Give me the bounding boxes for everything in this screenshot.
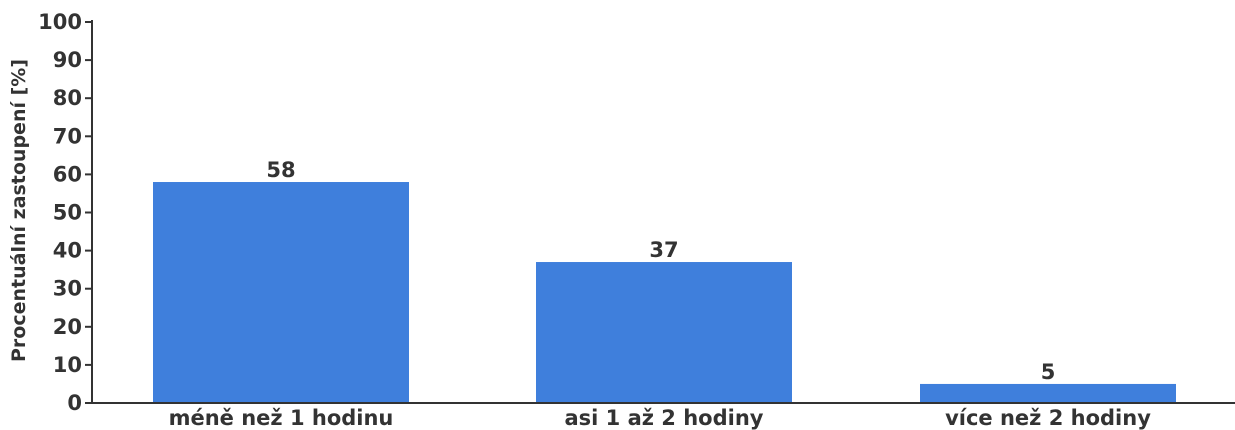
bar <box>536 262 792 403</box>
y-tick-label: 30 <box>53 277 82 301</box>
x-category-label: více než 2 hodiny <box>945 406 1151 430</box>
bar-value-label: 58 <box>266 158 295 182</box>
y-tick-label: 100 <box>38 10 82 34</box>
y-tick-label: 10 <box>53 353 82 377</box>
bar-value-label: 37 <box>649 238 678 262</box>
y-tick-label: 70 <box>53 124 82 148</box>
bars-group <box>153 182 1176 403</box>
y-tick-label: 80 <box>53 86 82 110</box>
y-tick-label: 90 <box>53 48 82 72</box>
bar <box>153 182 409 403</box>
y-axis-title: Procentuální zastoupení [%] <box>8 59 30 362</box>
y-tick-label: 0 <box>67 391 82 415</box>
category-labels-group: méně než 1 hodinu asi 1 až 2 hodiny více n… <box>169 406 1152 430</box>
value-labels-group: 58 37 5 <box>266 158 1055 384</box>
bar <box>920 383 1176 403</box>
y-tick-label: 20 <box>53 315 82 339</box>
y-axis-ticks: 0 10 20 30 40 50 60 70 80 90 100 <box>38 10 92 415</box>
x-category-label: asi 1 až 2 hodiny <box>565 406 764 430</box>
y-tick-label: 40 <box>53 239 82 263</box>
y-tick-label: 50 <box>53 201 82 225</box>
x-category-label: méně než 1 hodinu <box>169 406 394 430</box>
y-tick-label: 60 <box>53 162 82 186</box>
bar-value-label: 5 <box>1041 360 1056 384</box>
